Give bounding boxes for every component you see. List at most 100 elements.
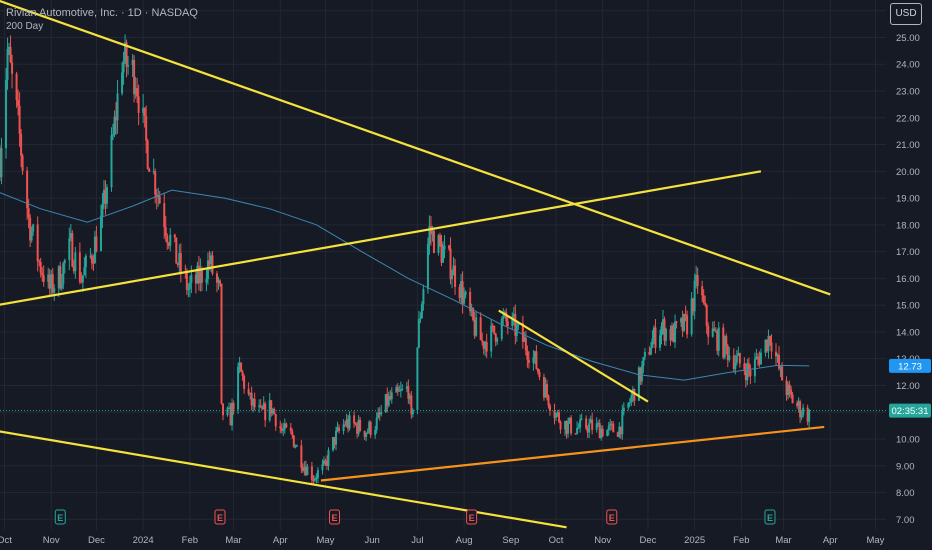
candle-body xyxy=(661,319,664,327)
earnings-marker-label: E xyxy=(332,513,338,523)
candle-body xyxy=(671,325,674,341)
candle-body xyxy=(215,273,218,283)
candle-body xyxy=(282,429,285,431)
time-axis[interactable]: Oct Nov Dec 2024 Feb Mar Apr May Jun Jul Aug Sep Oct… xyxy=(0,535,885,546)
candle-body xyxy=(422,289,425,305)
candle-body xyxy=(523,337,526,342)
candle-body xyxy=(0,148,3,178)
candle-body xyxy=(648,352,651,355)
candle-body xyxy=(368,422,371,432)
candle-body xyxy=(765,339,768,352)
candle-body xyxy=(696,275,699,287)
candle-body xyxy=(200,268,203,283)
candle-body xyxy=(579,419,582,428)
y-tick-label: 16.00 xyxy=(896,274,920,285)
candle-body xyxy=(89,255,92,257)
candle-body xyxy=(654,327,657,348)
x-tick-label: Dec xyxy=(88,535,105,546)
price-axis[interactable]: 7.008.009.0010.0011.0012.0013.0014.0015.… xyxy=(896,6,920,526)
candle-body xyxy=(443,245,446,250)
candle-body xyxy=(610,423,613,425)
candle-body xyxy=(157,196,160,198)
candle-body xyxy=(686,315,689,335)
x-tick-label: May xyxy=(316,535,334,546)
candle-body xyxy=(347,419,350,429)
candle-body xyxy=(185,272,188,290)
candle-body xyxy=(606,429,609,437)
candle-body xyxy=(356,424,359,434)
candle-body xyxy=(32,224,35,232)
countdown-label-bg xyxy=(889,403,931,418)
candle-body xyxy=(81,275,84,283)
candle-body xyxy=(283,423,286,430)
candle-body xyxy=(553,410,556,418)
candle-body xyxy=(591,419,594,430)
candle-body xyxy=(335,430,338,445)
candle-body xyxy=(753,359,756,377)
candle-body xyxy=(734,362,737,370)
x-tick-label: 2024 xyxy=(133,535,154,546)
candle-body xyxy=(768,336,771,343)
candle-body xyxy=(69,233,72,239)
candle-body xyxy=(775,351,778,357)
candle-body xyxy=(723,336,726,358)
candle-body xyxy=(702,295,705,303)
candle-body xyxy=(756,356,759,358)
candle-body xyxy=(197,265,200,284)
candle-body xyxy=(62,263,65,285)
candle-body xyxy=(148,168,151,172)
candle-body xyxy=(324,460,327,462)
candle-body xyxy=(112,134,115,136)
candle-body xyxy=(586,428,589,433)
x-tick-label: Apr xyxy=(823,535,838,546)
candle-body xyxy=(491,325,494,327)
candle-body xyxy=(764,339,767,353)
currency-button[interactable]: USD xyxy=(890,3,922,25)
candle-body xyxy=(179,253,182,272)
candle-body xyxy=(270,400,273,414)
candle-body xyxy=(258,405,261,408)
candle-body xyxy=(681,318,684,331)
candle-body xyxy=(511,316,514,327)
candle-body xyxy=(238,362,241,367)
candle-body xyxy=(211,255,214,274)
candle-body xyxy=(722,327,725,358)
candle-body xyxy=(454,265,457,287)
candle-body xyxy=(410,395,413,415)
candle-body xyxy=(36,224,39,262)
candle-body xyxy=(332,437,335,451)
candle-body xyxy=(363,430,366,437)
candle-body xyxy=(577,427,580,429)
candle-body xyxy=(548,405,551,411)
earnings-marker-label: E xyxy=(217,513,223,523)
candle-body xyxy=(166,235,169,243)
candle-body xyxy=(169,234,172,246)
y-tick-label: 22.00 xyxy=(896,113,920,124)
candle-body xyxy=(220,283,223,404)
trendline-drawings[interactable] xyxy=(0,0,831,529)
candle-body xyxy=(416,347,419,411)
candle-body xyxy=(595,423,598,430)
candle-body xyxy=(164,227,167,236)
candle-body xyxy=(359,419,362,431)
candle-body xyxy=(609,423,612,426)
candle-body xyxy=(30,231,33,241)
candle-body xyxy=(505,312,508,322)
indicator-legend[interactable]: 200 Day xyxy=(6,21,44,32)
candle-body xyxy=(797,401,800,406)
x-tick-label: Feb xyxy=(182,535,198,546)
candle-body xyxy=(558,412,561,422)
y-tick-label: 10.00 xyxy=(896,434,920,445)
candle-body xyxy=(158,196,161,204)
candle-body xyxy=(18,105,21,134)
candle-body xyxy=(619,426,622,435)
candle-body xyxy=(568,417,571,423)
candle-body xyxy=(431,230,434,235)
ma-price-label: 12.73 xyxy=(898,361,922,372)
candle-body xyxy=(222,403,225,416)
candle-body xyxy=(178,253,181,266)
earnings-marker: E xyxy=(54,509,66,525)
candle-body xyxy=(449,248,452,280)
